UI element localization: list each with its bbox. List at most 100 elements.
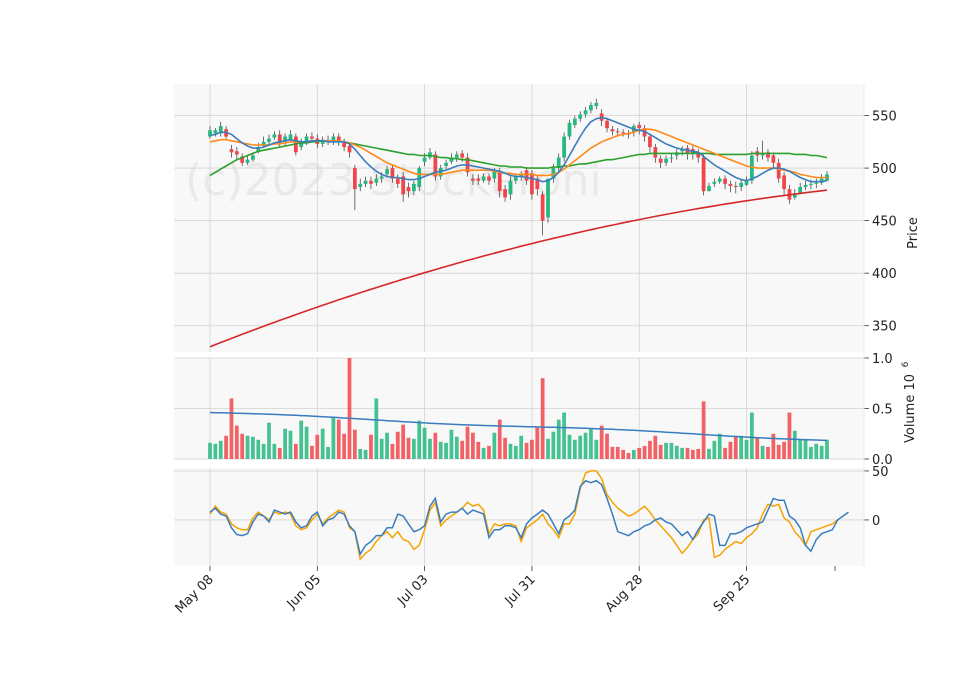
volume-bar-down	[395, 431, 400, 459]
candle-down	[648, 136, 652, 148]
volume-bar-up	[744, 439, 749, 459]
candle-up	[256, 147, 261, 152]
candle-down	[540, 194, 545, 221]
candle-up	[572, 118, 577, 125]
candle-up	[272, 134, 277, 138]
volume-bar-up	[422, 427, 427, 459]
candle-up	[508, 180, 513, 195]
candle-down	[401, 176, 406, 195]
candle-up	[299, 141, 304, 148]
candle-down	[696, 152, 701, 158]
candle-up	[556, 157, 561, 169]
candle-up	[669, 157, 674, 159]
candle-up	[449, 157, 454, 162]
candle-down	[342, 142, 347, 148]
volume-bar-up	[358, 448, 363, 459]
volume-bar-down	[648, 440, 652, 459]
volume-bar-up	[519, 435, 524, 459]
x-tick-label: Sep 25	[711, 572, 754, 615]
volume-bar-up	[664, 442, 668, 459]
volume-bar-down	[723, 447, 727, 459]
volume-bar-up	[583, 432, 588, 459]
volume-bar-up	[631, 449, 636, 459]
volume-bar-up	[213, 443, 218, 459]
candle-up	[213, 130, 218, 134]
candle-down	[701, 157, 706, 192]
volume-bar-up	[299, 420, 304, 459]
candle-up	[331, 136, 336, 142]
candle-up	[481, 176, 486, 181]
candle-up	[798, 186, 803, 194]
candle-down	[733, 185, 738, 187]
volume-bar-up	[385, 432, 389, 459]
volume-bar-up	[760, 445, 765, 459]
candle-up	[567, 122, 572, 137]
candle-up	[744, 180, 749, 185]
volume-bar-up	[379, 438, 384, 459]
candle-up	[417, 168, 422, 187]
volume-bar-down	[497, 419, 502, 459]
osc-blue-line	[209, 479, 849, 557]
x-tick-label: May 08	[173, 572, 217, 616]
volume-bar-up	[412, 438, 416, 459]
volume-bar-down	[787, 412, 792, 459]
price-tick-label: 350	[872, 320, 897, 335]
volume-bar-down	[229, 398, 234, 459]
candle-up	[546, 178, 550, 218]
osc-tick-label: 50	[872, 465, 889, 480]
candle-down	[406, 186, 411, 192]
candle-down	[530, 173, 534, 195]
volume-bar-up	[245, 435, 250, 459]
price-panel-bg	[174, 84, 864, 352]
volume-bar-down	[733, 435, 738, 459]
volume-bar-down	[240, 433, 245, 459]
volume-bar-down	[540, 378, 545, 459]
candle-down	[336, 136, 341, 142]
ma-blue-line	[209, 116, 828, 183]
candle-up	[385, 169, 389, 175]
candle-down	[347, 146, 352, 153]
volume-bar-down	[610, 446, 615, 459]
volume-bar-down	[352, 429, 357, 459]
volume-bar-up	[825, 439, 829, 459]
volume-bar-down	[476, 441, 481, 459]
candle-up	[288, 134, 293, 140]
candle-up	[251, 155, 255, 160]
volume-bar-up	[428, 438, 432, 459]
volume-axis-exponent: 6	[901, 361, 911, 367]
volume-bar-up	[546, 438, 550, 459]
volume-bar-down	[433, 432, 438, 459]
osc-orange-line	[209, 470, 839, 561]
volume-bar-down	[621, 449, 625, 459]
volume-bar-down	[401, 424, 406, 459]
volume-bar-up	[556, 419, 561, 459]
x-tick-label: Aug 28	[603, 572, 646, 615]
candle-up	[551, 168, 556, 179]
candle-up	[707, 185, 711, 192]
candle-up	[680, 149, 685, 152]
volume-bar-down	[782, 441, 786, 459]
volume-bar-up	[707, 448, 711, 459]
volume-axis-label: Volume 10	[903, 374, 918, 443]
candle-up	[589, 105, 593, 111]
volume-bar-down	[471, 432, 475, 459]
candle-down	[433, 154, 438, 177]
volume-bar-up	[589, 428, 593, 459]
volume-bar-up	[739, 435, 744, 459]
candle-down	[605, 120, 609, 129]
candle-up	[363, 180, 368, 184]
candle-up	[792, 193, 797, 198]
volume-bar-down	[728, 441, 733, 459]
volume-bar-up	[717, 433, 722, 459]
candle-down	[728, 183, 733, 186]
volume-bar-down	[605, 433, 609, 459]
candle-up	[819, 178, 824, 183]
price-tick-label: 450	[872, 215, 897, 230]
volume-bar-up	[288, 430, 293, 459]
candle-up	[438, 168, 443, 177]
volume-bar-up	[492, 432, 497, 459]
volume-bar-up	[438, 441, 443, 459]
volume-tick-label: 1.0	[872, 352, 893, 367]
